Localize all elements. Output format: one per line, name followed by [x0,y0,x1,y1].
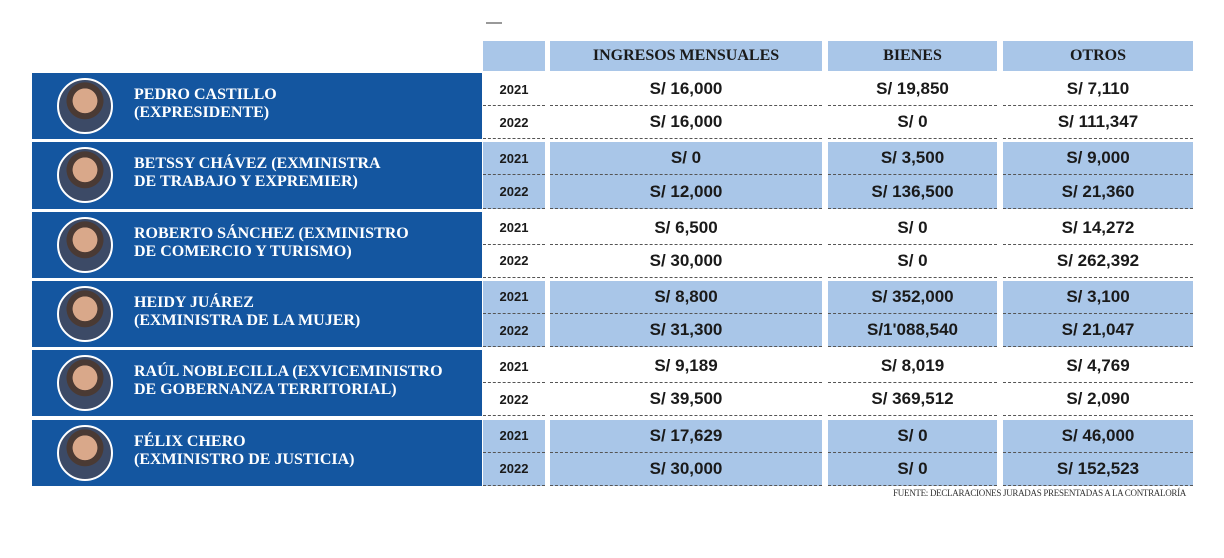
value: S/ 17,629 [550,419,822,453]
value: S/ 369,512 [828,383,997,417]
value: S/ 0 [828,244,997,278]
value: S/ 9,189 [550,350,822,384]
person-name: HEIDY JUÁREZ [134,293,254,311]
value: S/ 7,110 [1003,73,1193,107]
value: S/ 19,850 [828,73,997,107]
avatar [57,216,113,273]
value: S/ 16,000 [550,73,822,107]
avatar [57,285,113,342]
column-header: OTROS [1003,41,1193,71]
person-name: DE GOBERNANZA TERRITORIAL) [134,381,397,399]
year: 2021 [483,280,545,315]
avatar [57,355,113,412]
value: S/ 3,100 [1003,280,1193,315]
value: S/ 0 [828,106,997,140]
person-name: (EXMINISTRA DE LA MUJER) [134,311,361,329]
person-name: RAÚL NOBLECILLA (EXVICEMINISTRO [134,363,443,381]
column-header: BIENES [828,41,997,71]
value: S/ 3,500 [828,142,997,176]
year: 2021 [483,73,545,107]
person-name: FÉLIX CHERO [134,432,246,450]
value: S/ 30,000 [550,244,822,278]
value: S/ 9,000 [1003,142,1193,176]
year: 2022 [483,244,545,278]
person-name: (EXPRESIDENTE) [134,104,270,121]
person-name: DE TRABAJO Y EXPREMIER) [134,173,358,191]
value: S/ 0 [828,419,997,453]
person-name: DE COMERCIO Y TURISMO) [134,242,352,260]
value: S/ 0 [828,452,997,486]
year: 2021 [483,419,545,453]
year: 2022 [483,383,545,417]
value: S/ 30,000 [550,452,822,486]
value: S/1'088,540 [828,314,997,348]
column-header: INGRESOS MENSUALES [550,41,822,71]
year: 2021 [483,350,545,384]
year: 2021 [483,142,545,176]
value: S/ 14,272 [1003,211,1193,245]
value: S/ 4,769 [1003,350,1193,384]
value: S/ 21,360 [1003,175,1193,209]
avatar [57,147,113,204]
value: S/ 39,500 [550,383,822,417]
year: 2022 [483,452,545,486]
year: 2022 [483,175,545,209]
value: S/ 262,392 [1003,244,1193,278]
person-name: ROBERTO SÁNCHEZ (EXMINISTRO [134,224,409,242]
person-name: PEDRO CASTILLO [134,86,277,103]
value: S/ 0 [828,211,997,245]
source: FUENTE: DECLARACIONES JURADAS PRESENTADA… [893,488,1186,498]
value: S/ 12,000 [550,175,822,209]
avatar [57,78,113,134]
year: 2021 [483,211,545,245]
value: S/ 21,047 [1003,314,1193,348]
value: S/ 46,000 [1003,419,1193,453]
value: S/ 16,000 [550,106,822,140]
year: 2022 [483,314,545,348]
value: S/ 111,347 [1003,106,1193,140]
value: S/ 352,000 [828,280,997,315]
value: S/ 6,500 [550,211,822,245]
value: S/ 136,500 [828,175,997,209]
person-name: (EXMINISTRO DE JUSTICIA) [134,450,355,468]
year: 2022 [483,106,545,140]
value: S/ 8,019 [828,350,997,384]
value: S/ 152,523 [1003,452,1193,486]
header-blank [483,41,545,71]
person-name: BETSSY CHÁVEZ (EXMINISTRA [134,155,381,173]
value: S/ 8,800 [550,280,822,315]
mark [486,22,502,24]
value: S/ 0 [550,142,822,176]
value: S/ 2,090 [1003,383,1193,417]
avatar [57,424,113,481]
value: S/ 31,300 [550,314,822,348]
